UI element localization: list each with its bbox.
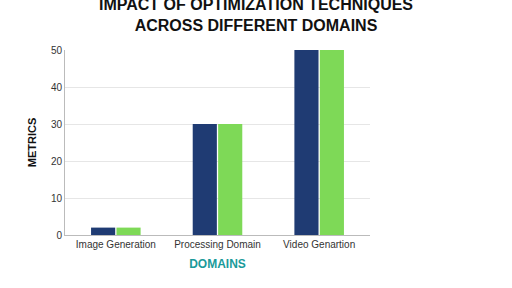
svg-text:50: 50 [51,45,63,56]
svg-text:10: 10 [51,193,63,204]
svg-text:Video Genartion: Video Genartion [283,239,355,250]
svg-text:DOMAINS: DOMAINS [189,257,246,271]
svg-text:IMPACT OF OPTIMIZATION TECHNIQ: IMPACT OF OPTIMIZATION TECHNIQUESACROSS … [99,0,413,34]
svg-text:METRICS: METRICS [26,118,38,168]
svg-text:20: 20 [51,156,63,167]
svg-text:Image Generation: Image Generation [76,239,156,250]
svg-text:0: 0 [56,230,62,241]
svg-text:40: 40 [51,82,63,93]
svg-text:30: 30 [51,119,63,130]
svg-text:Processing Domain: Processing Domain [174,239,261,250]
